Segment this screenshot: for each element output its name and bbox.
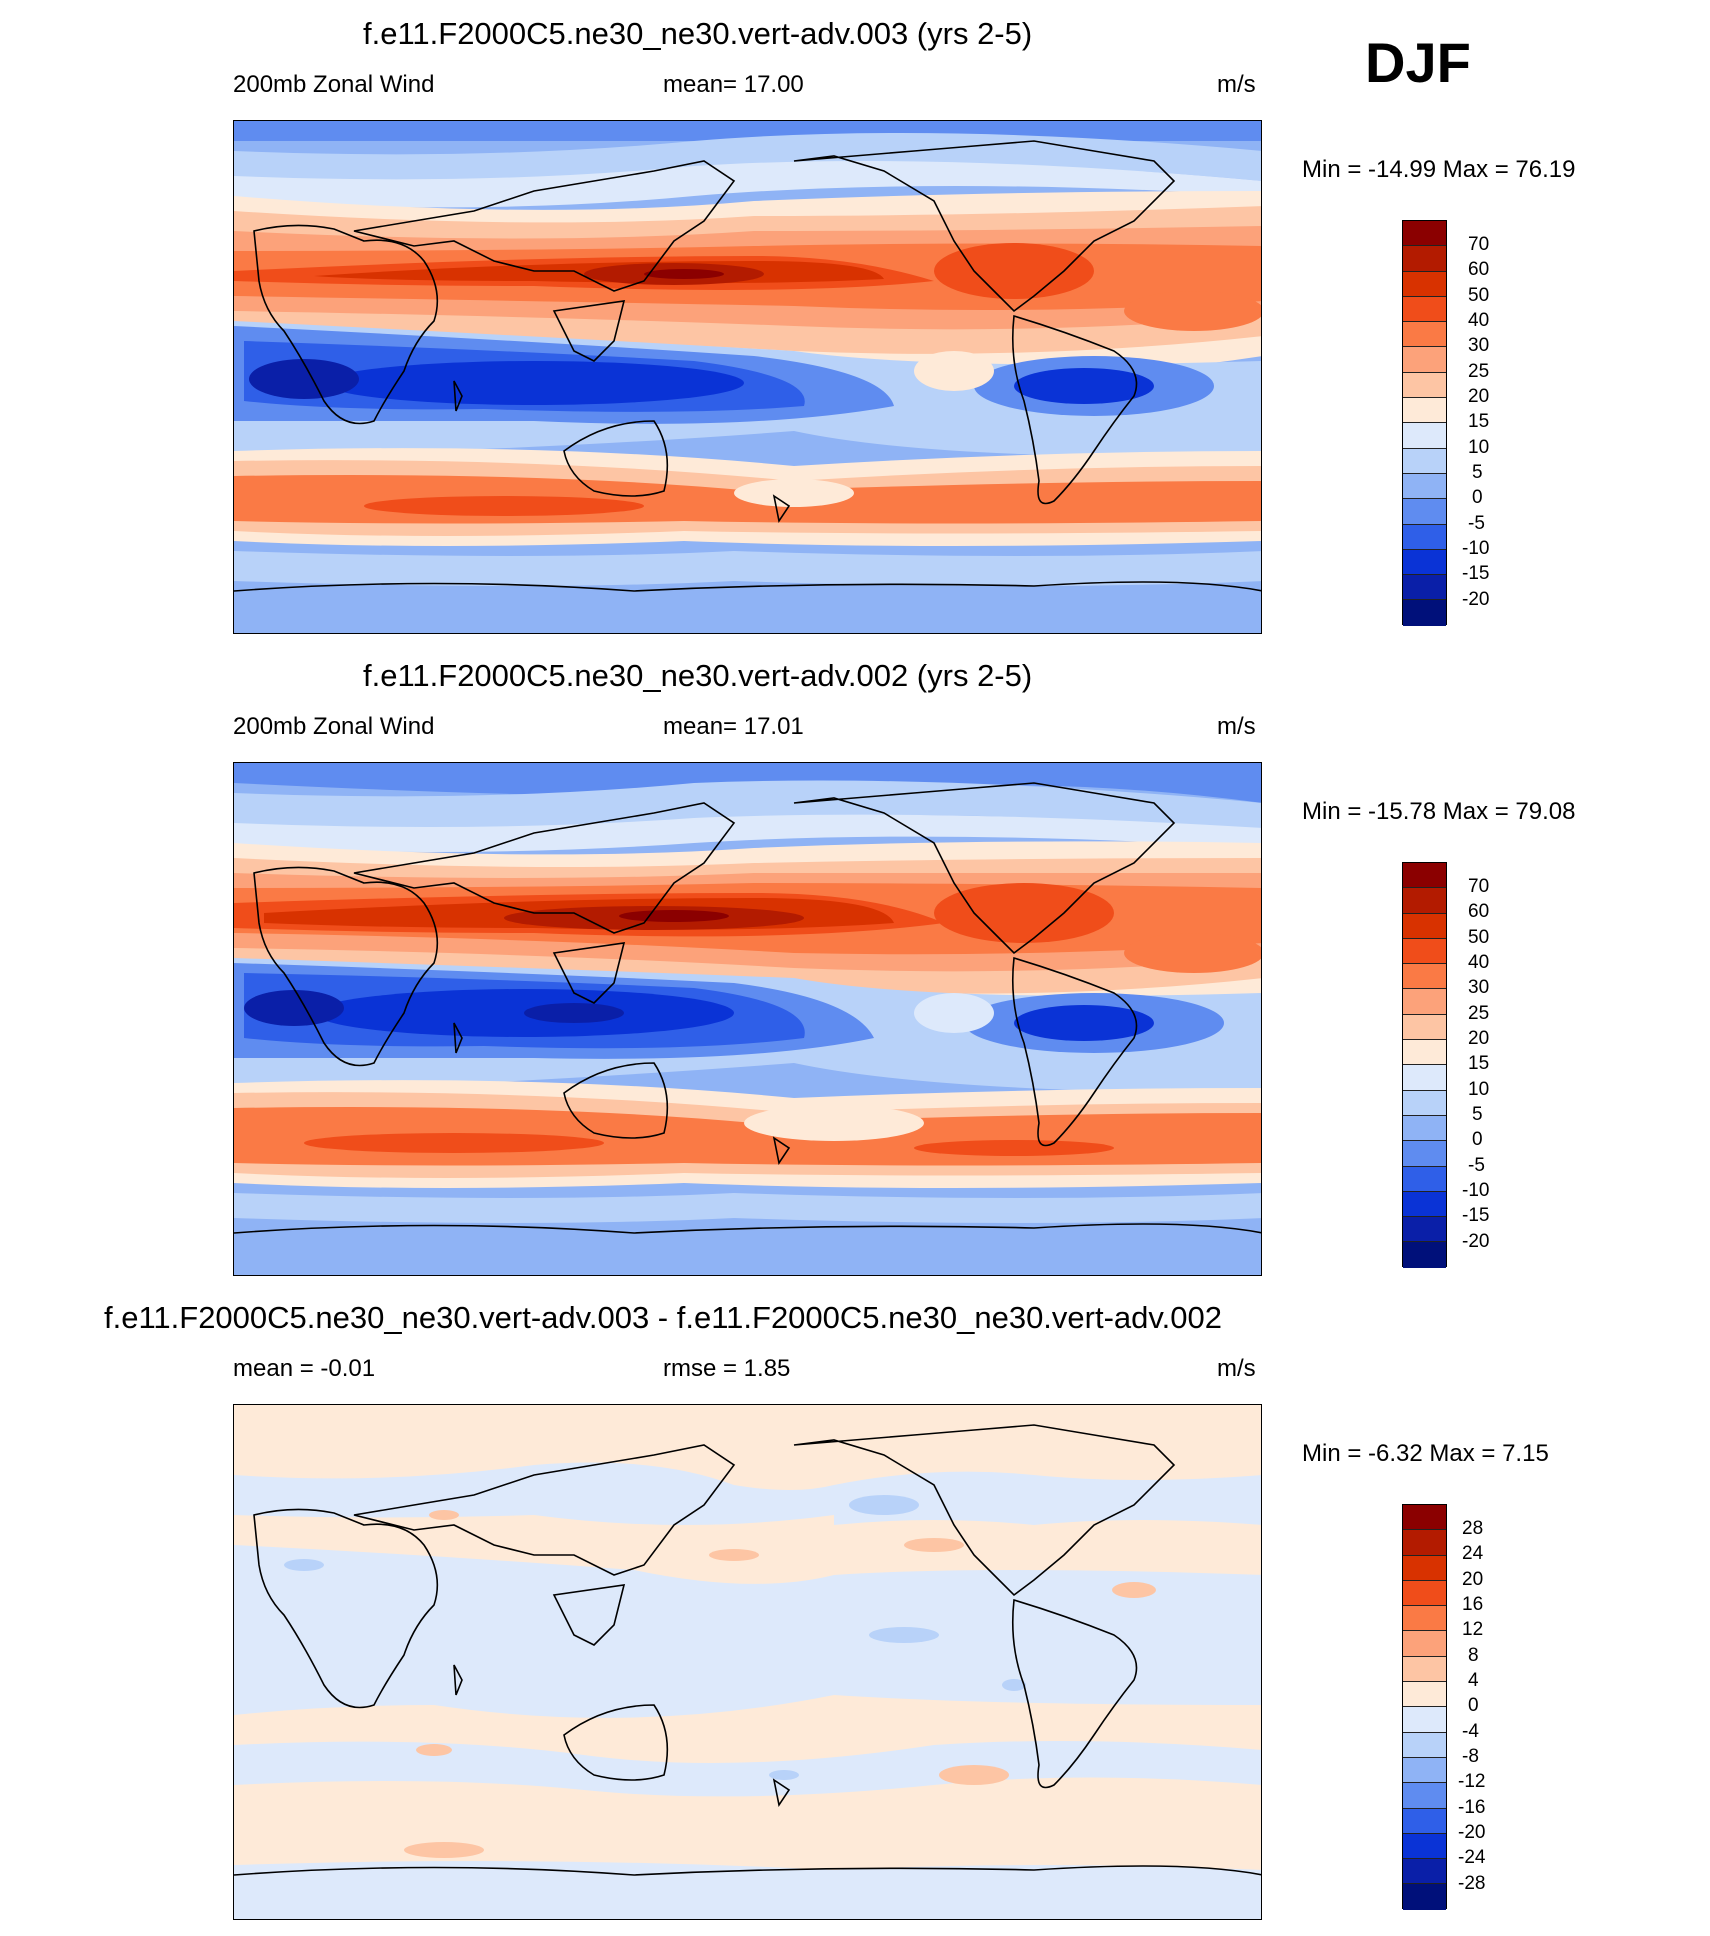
panel-1-colorbar-label: -5 [1468, 513, 1485, 534]
panel-1-colorbar-label: 20 [1468, 386, 1490, 407]
panel-3-colorbar-label: 28 [1462, 1518, 1484, 1539]
panel-1-colorbar-label: 25 [1468, 361, 1490, 382]
panel-1-colorbar-label: 50 [1468, 285, 1490, 306]
panel-3-colorbar-label: -24 [1458, 1847, 1486, 1868]
panel-2-colorbar-label: -5 [1468, 1155, 1485, 1176]
panel-2-colorbar-label: 30 [1468, 977, 1490, 998]
panel-1-colorbar-label: -20 [1462, 589, 1490, 610]
panel-3-mean-label: mean = -0.01 [233, 1355, 376, 1382]
panel-2-colorbar-label: 25 [1468, 1003, 1490, 1024]
panel-3-colorbar-label: 12 [1462, 1619, 1484, 1640]
panel-1-mean-label: mean= 17.00 [663, 71, 804, 98]
panel-1-units-label: m/s [1217, 71, 1256, 98]
panel-1-colorbar-label: 40 [1468, 310, 1490, 331]
panel-3-colorbar-label: -20 [1458, 1822, 1486, 1843]
panel-2-units-label: m/s [1217, 713, 1256, 740]
panel-3-contour-field [234, 1405, 1261, 1919]
panel-3-colorbar-label: -16 [1458, 1797, 1486, 1818]
panel-2-colorbar-label: 5 [1472, 1104, 1483, 1125]
panel-2-colorbar [1402, 862, 1447, 1268]
panel-3-colorbar-label: -4 [1462, 1721, 1479, 1742]
panel-2-colorbar-label: 0 [1472, 1129, 1483, 1150]
panel-2-colorbar-label: 20 [1468, 1028, 1490, 1049]
panel-3-colorbar-label: 8 [1468, 1645, 1479, 1666]
panel-1-minmax-label: Min = -14.99 Max = 76.19 [1302, 156, 1576, 183]
panel-3-map [233, 1404, 1262, 1920]
panel-2-colorbar-label: 50 [1468, 927, 1490, 948]
panel-3-colorbar-label: 0 [1468, 1695, 1479, 1716]
panel-3-minmax-label: Min = -6.32 Max = 7.15 [1302, 1440, 1549, 1467]
panel-1-map [233, 120, 1262, 634]
panel-2-colorbar-label: -10 [1462, 1180, 1490, 1201]
panel-2-contour-field [234, 763, 1261, 1275]
panel-3-colorbar-label: 20 [1462, 1569, 1484, 1590]
panel-2-colorbar-label: 10 [1468, 1079, 1490, 1100]
panel-3-units-label: m/s [1217, 1355, 1256, 1382]
season-label: DJF [1365, 31, 1471, 94]
panel-1-colorbar-label: 0 [1472, 487, 1483, 508]
panel-3-colorbar-label: 24 [1462, 1543, 1484, 1564]
panel-2-map [233, 762, 1262, 1276]
panel-3-colorbar-label: -28 [1458, 1873, 1486, 1894]
panel-2-colorbar-label: 15 [1468, 1053, 1490, 1074]
panel-1-colorbar-label: 60 [1468, 259, 1490, 280]
panel-3-rmse-label: rmse = 1.85 [663, 1355, 791, 1382]
panel-2-mean-label: mean= 17.01 [663, 713, 804, 740]
panel-2-variable-label: 200mb Zonal Wind [233, 713, 435, 740]
panel-3-colorbar-label: -8 [1462, 1746, 1479, 1767]
panel-3-colorbar-label: 16 [1462, 1594, 1484, 1615]
panel-2-minmax-label: Min = -15.78 Max = 79.08 [1302, 798, 1576, 825]
panel-3-title: f.e11.F2000C5.ne30_ne30.vert-adv.003 - f… [104, 1300, 1222, 1335]
panel-2-colorbar-label: 70 [1468, 876, 1490, 897]
panel-1-colorbar-label: 15 [1468, 411, 1490, 432]
panel-2-colorbar-label: -20 [1462, 1231, 1490, 1252]
panel-2-colorbar-label: 40 [1468, 952, 1490, 973]
panel-2-colorbar-label: -15 [1462, 1205, 1490, 1226]
panel-1-colorbar-label: -10 [1462, 538, 1490, 559]
panel-1-colorbar-label: 10 [1468, 437, 1490, 458]
panel-1-contour-field [234, 121, 1261, 633]
panel-1-title: f.e11.F2000C5.ne30_ne30.vert-adv.003 (yr… [363, 16, 1033, 51]
panel-3-colorbar-label: 4 [1468, 1670, 1479, 1691]
panel-1-colorbar-label: 30 [1468, 335, 1490, 356]
panel-1-colorbar-label: 70 [1468, 234, 1490, 255]
panel-1-colorbar [1402, 220, 1447, 626]
panel-2-colorbar-label: 60 [1468, 901, 1490, 922]
panel-3-colorbar [1402, 1504, 1447, 1910]
panel-1-colorbar-label: -15 [1462, 563, 1490, 584]
panel-2-title: f.e11.F2000C5.ne30_ne30.vert-adv.002 (yr… [363, 658, 1033, 693]
panel-3-colorbar-label: -12 [1458, 1771, 1486, 1792]
panel-1-colorbar-label: 5 [1472, 462, 1483, 483]
panel-1-variable-label: 200mb Zonal Wind [233, 71, 435, 98]
